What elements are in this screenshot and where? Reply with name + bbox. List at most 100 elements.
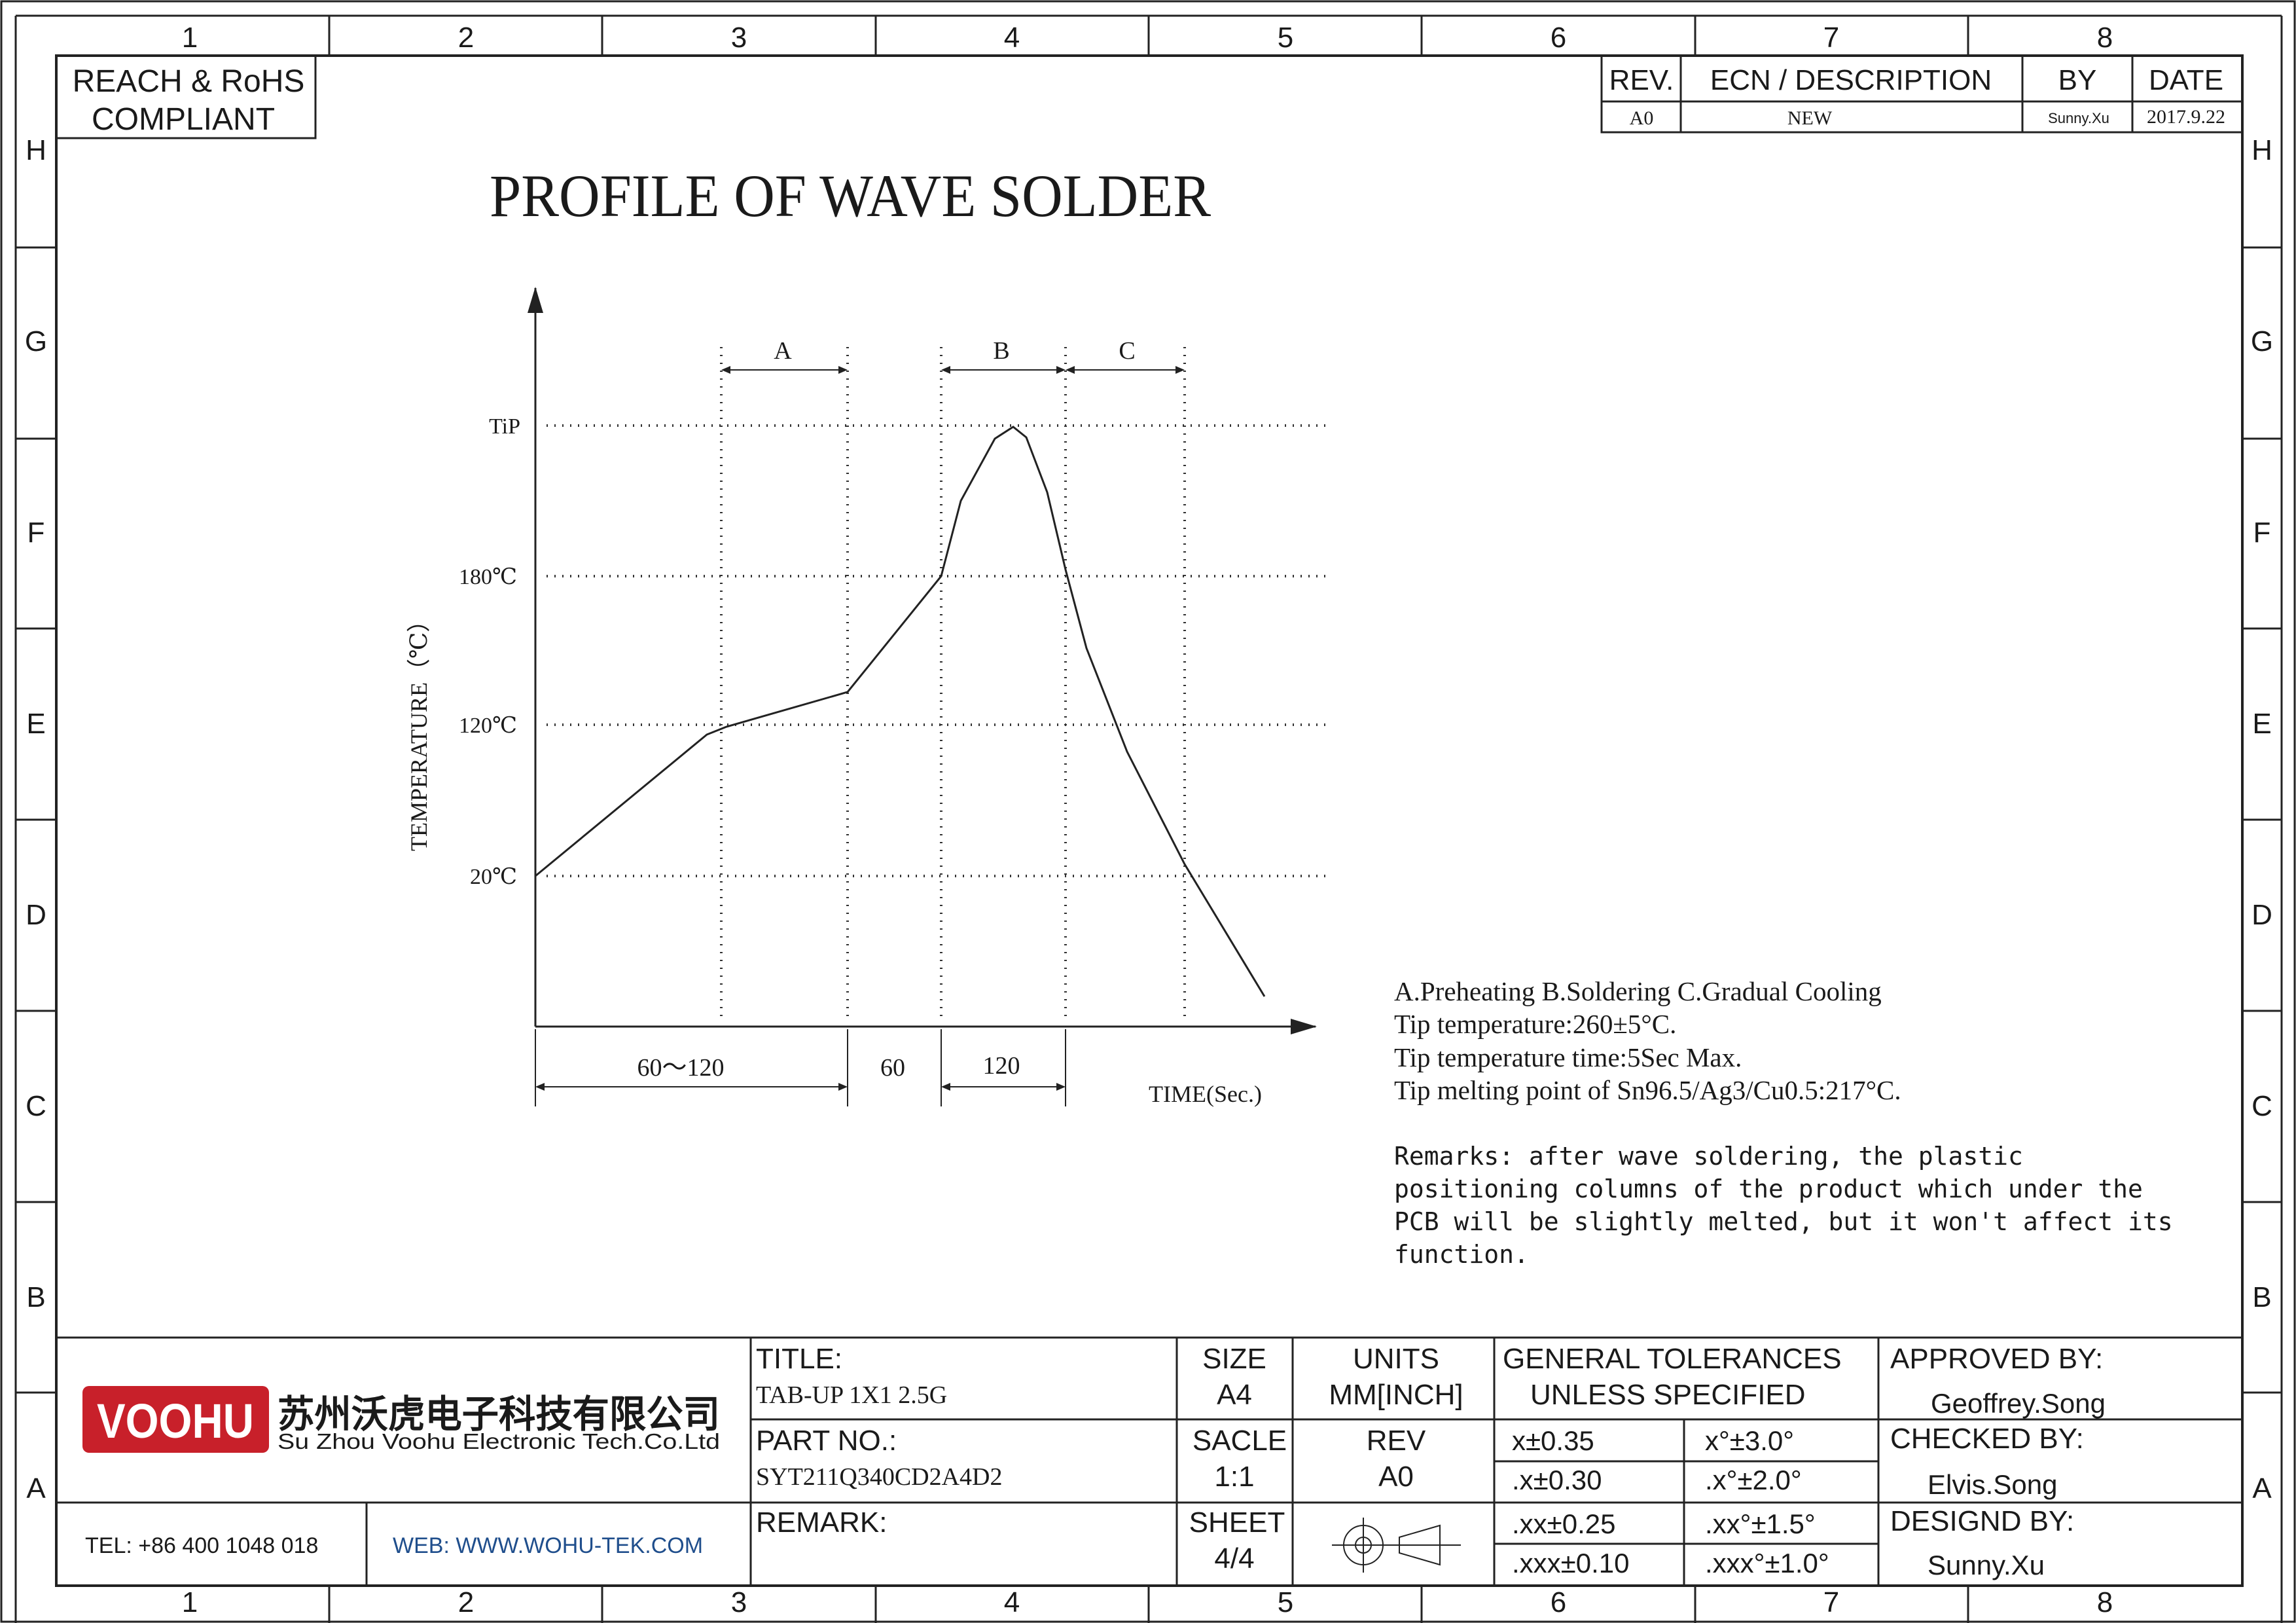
col-label-bottom: 6 [1551, 1586, 1566, 1618]
solder-profile-diagram: TiP 180℃ 120℃ 20℃ TEMPERATURE（℃） A B C 6… [406, 287, 1325, 1107]
checked-by-label: CHECKED BY: [1890, 1423, 2084, 1455]
tolerances-title-1: GENERAL TOLERANCES [1503, 1343, 1842, 1375]
col-label-top: 2 [458, 22, 474, 54]
row-label-right: H [2251, 134, 2272, 166]
col-label-bottom: 2 [458, 1586, 474, 1618]
units-value: MM[INCH] [1329, 1379, 1463, 1411]
note-line-4: Tip melting point of Sn96.5/Ag3/Cu0.5:21… [1394, 1075, 1901, 1105]
rev-value: A0 [1630, 107, 1654, 129]
ecn-description-value: NEW [1787, 107, 1833, 129]
tolerance-angular: .xx°±1.5° [1705, 1508, 1816, 1539]
ecn-description-header: ECN / DESCRIPTION [1710, 64, 1992, 96]
sheet-label: SHEET [1189, 1506, 1285, 1539]
remark-label: REMARK: [756, 1506, 887, 1539]
time-dimensions: 60～120 60 120 [535, 1029, 1066, 1106]
remark-line-1: Remarks: after wave soldering, the plast… [1394, 1142, 2023, 1171]
y-axis-label: TEMPERATURE（℃） [406, 609, 432, 851]
col-label-bottom: 1 [182, 1586, 198, 1618]
scale-label: SACLE [1193, 1425, 1287, 1457]
row-label-left: A [26, 1472, 46, 1504]
checked-by-value: Elvis.Song [1928, 1469, 2057, 1500]
row-label-right: A [2252, 1472, 2272, 1504]
designed-by-value: Sunny.Xu [1928, 1550, 2045, 1580]
title-block: VOOHU 苏州沃虎电子科技有限公司 Su Zhou Voohu Electro… [56, 1336, 2242, 1586]
col-label-top: 8 [2097, 22, 2113, 54]
zone-label-b: B [993, 337, 1009, 365]
note-line-3: Tip temperature time:5Sec Max. [1394, 1042, 1742, 1072]
zone-label-a: A [774, 337, 792, 365]
remark-line-3: PCB will be slightly melted, but it won'… [1394, 1207, 2173, 1236]
note-line-2: Tip temperature:260±5°C. [1394, 1009, 1676, 1039]
remark-line-4: function. [1394, 1240, 1529, 1269]
remarks: Remarks: after wave soldering, the plast… [1394, 1142, 2173, 1269]
tolerance-linear: x±0.35 [1512, 1425, 1594, 1456]
date-value: 2017.9.22 [2147, 106, 2225, 128]
time-span-soldering: 120 [983, 1052, 1020, 1080]
col-label-top: 6 [1551, 22, 1566, 54]
x-axis-label: TIME(Sec.) [1149, 1081, 1262, 1107]
row-label-left: G [25, 325, 47, 357]
website: WEB: WWW.WOHU-TEK.COM [393, 1533, 703, 1558]
col-label-bottom: 8 [2097, 1586, 2113, 1618]
tolerance-angular: x°±3.0° [1705, 1425, 1794, 1456]
rev-label: REV [1367, 1425, 1426, 1457]
row-label-right: C [2251, 1090, 2272, 1122]
rev-header: REV. [1609, 64, 1674, 96]
projection-symbol-icon [1332, 1518, 1461, 1573]
col-label-bottom: 3 [731, 1586, 747, 1618]
row-label-left: D [26, 899, 46, 931]
revision-block: REV. ECN / DESCRIPTION BY DATE A0 NEW Su… [1600, 54, 2244, 134]
tolerance-linear: .x±0.30 [1512, 1465, 1602, 1495]
row-label-right: G [2251, 325, 2273, 357]
title-label: TITLE: [756, 1343, 842, 1375]
col-label-top: 5 [1278, 22, 1293, 54]
row-label-left: E [26, 708, 45, 740]
col-label-top: 1 [182, 22, 198, 54]
size-value: A4 [1217, 1379, 1252, 1411]
company-name-en: Su Zhou Voohu Electronic Tech.Co.Ltd [278, 1429, 720, 1453]
sheet-value: 4/4 [1214, 1542, 1254, 1575]
units-label: UNITS [1353, 1343, 1439, 1375]
col-label-bottom: 5 [1278, 1586, 1293, 1618]
part-number-value: SYT211Q340CD2A4D2 [756, 1463, 1003, 1491]
temp-label-tip: TiP [489, 414, 520, 439]
drawing-title: PROFILE OF WAVE SOLDER [490, 162, 1211, 229]
by-value: Sunny.Xu [2048, 110, 2109, 126]
zone-label-c: C [1119, 337, 1135, 365]
compliance-line-1: REACH & RoHS [73, 64, 305, 99]
approved-by-value: Geoffrey.Song [1931, 1388, 2106, 1419]
approved-by-label: APPROVED BY: [1890, 1343, 2103, 1375]
row-label-right: F [2253, 517, 2271, 549]
tolerance-linear: .xxx±0.10 [1512, 1548, 1629, 1578]
tolerances-title-2: UNLESS SPECIFIED [1530, 1379, 1806, 1411]
time-span-middle: 60 [880, 1054, 905, 1082]
designed-by-label: DESIGND BY: [1890, 1505, 2074, 1537]
col-label-top: 7 [1823, 22, 1839, 54]
row-label-left: F [27, 517, 45, 549]
part-number-label: PART NO.: [756, 1425, 897, 1457]
note-line-1: A.Preheating B.Soldering C.Gradual Cooli… [1394, 976, 1882, 1006]
row-label-right: E [2252, 708, 2271, 740]
row-label-left: B [26, 1281, 45, 1313]
date-header: DATE [2149, 64, 2223, 96]
title-value: TAB-UP 1X1 2.5G [756, 1381, 947, 1409]
voohu-logo: VOOHU [82, 1386, 269, 1453]
time-span-preheat: 60～120 [637, 1054, 724, 1082]
rev-value-block: A0 [1378, 1461, 1414, 1493]
telephone: TEL: +86 400 1048 018 [85, 1533, 318, 1558]
row-label-left: C [26, 1090, 46, 1122]
temp-label-180: 180℃ [459, 565, 517, 589]
by-header: BY [2058, 64, 2097, 96]
col-label-top: 3 [731, 22, 747, 54]
tolerance-linear: .xx±0.25 [1512, 1508, 1615, 1539]
company-name-cn: 苏州沃虎电子科技有限公司 [278, 1392, 720, 1436]
row-label-right: D [2251, 899, 2272, 931]
tolerance-angular: .x°±2.0° [1705, 1465, 1802, 1495]
voohu-logo-text: VOOHU [97, 1394, 254, 1448]
temperature-profile-curve [535, 426, 1266, 997]
compliance-box: REACH & RoHS COMPLIANT [55, 54, 317, 139]
remark-line-2: positioning columns of the product which… [1394, 1175, 2143, 1203]
row-label-right: B [2252, 1281, 2271, 1313]
